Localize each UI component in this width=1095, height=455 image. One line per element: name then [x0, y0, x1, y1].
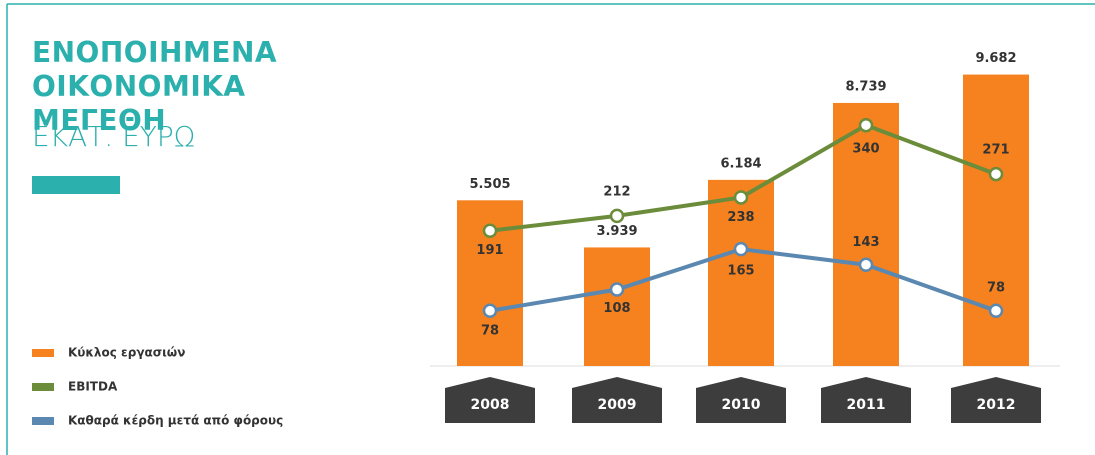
line-point [988, 303, 1004, 319]
line-value-label: 212 [603, 184, 630, 199]
line-value-label: 271 [982, 143, 1009, 158]
x-tick-label: 2009 [598, 397, 637, 413]
line-point [858, 117, 874, 133]
legend-label: Καθαρά κέρδη μετά από φόρους [68, 414, 283, 428]
line-point [482, 303, 498, 319]
chart-title: ΕΝΟΠΟΙΗΜΕΝΑ ΟΙΚΟΝΟΜΙΚΑ ΜΕΓΕΘΗ [32, 36, 278, 137]
x-tick-label: 2008 [471, 397, 510, 413]
x-tick-label: 2011 [847, 397, 886, 413]
bar-value-label: 3.939 [596, 224, 637, 239]
line-point [482, 223, 498, 238]
bar-value-label: 5.505 [469, 177, 510, 192]
line-value-label: 165 [727, 264, 754, 279]
accent-bar [32, 176, 120, 194]
line-value-label: 238 [727, 210, 754, 225]
bar-value-label: 8.739 [845, 79, 886, 94]
legend-swatch [32, 349, 54, 357]
year-tag [951, 377, 1041, 423]
bar-value-label: 9.682 [975, 51, 1016, 66]
year-tag [572, 377, 662, 423]
bar [833, 102, 899, 366]
legend-label: Κύκλος εργασιών [68, 346, 185, 360]
bar [708, 179, 774, 366]
line-point [988, 166, 1004, 182]
line-value-label: 191 [476, 243, 503, 258]
legend-label: EBITDA [68, 380, 118, 394]
line-value-label: 340 [852, 142, 879, 157]
line-point [609, 208, 625, 224]
legend-swatch [32, 417, 54, 425]
year-tag [821, 377, 911, 423]
x-tick-label: 2010 [722, 397, 761, 413]
line-point [733, 190, 749, 205]
bar [963, 74, 1029, 366]
year-tag [445, 377, 535, 423]
legend-swatch [32, 383, 54, 391]
line-point [858, 257, 874, 272]
line-value-label: 108 [603, 301, 630, 316]
line-value-label: 78 [481, 323, 499, 338]
line-value-label: 78 [987, 280, 1005, 295]
chart-subtitle: ΕΚΑΤ. ΕΥΡΩ [32, 120, 196, 153]
line-point [609, 282, 625, 297]
bar-value-label: 6.184 [720, 156, 761, 171]
bar [584, 247, 650, 366]
line-value-label: 143 [852, 235, 879, 250]
year-tag [696, 377, 786, 423]
x-tick-label: 2012 [977, 397, 1016, 413]
line-point [733, 241, 749, 257]
